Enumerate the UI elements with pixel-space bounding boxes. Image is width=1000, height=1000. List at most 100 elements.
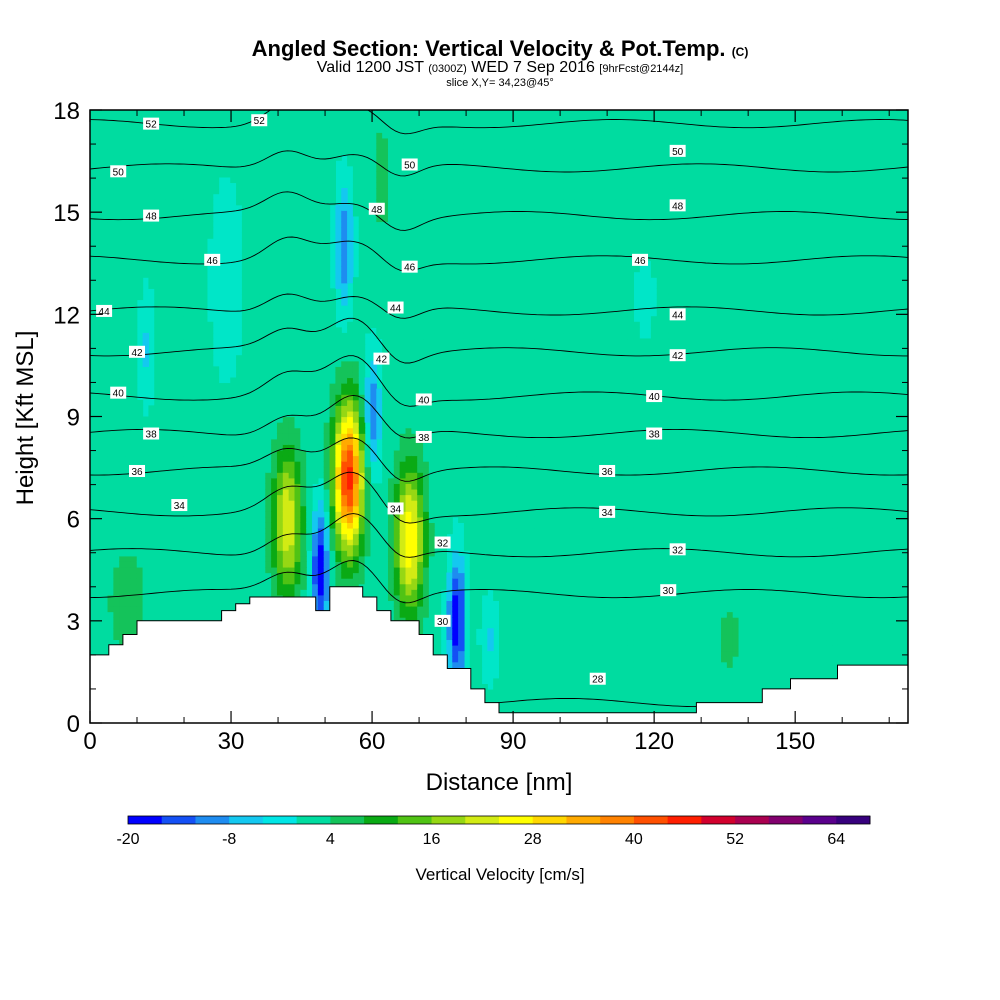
velocity-cell [230, 516, 237, 523]
velocity-cell [352, 121, 360, 128]
velocity-cell [294, 110, 301, 117]
velocity-cell [341, 527, 348, 535]
velocity-cell [154, 232, 161, 239]
velocity-cell [171, 305, 179, 312]
velocity-cell [323, 477, 331, 484]
velocity-cell [259, 266, 266, 273]
velocity-cell [312, 422, 319, 429]
velocity-cell [276, 115, 284, 122]
velocity-cell [136, 260, 144, 267]
velocity-cell [352, 539, 360, 546]
velocity-cell [341, 578, 348, 585]
velocity-cell [101, 578, 109, 585]
velocity-cell [113, 561, 120, 568]
velocity-cell [317, 505, 325, 512]
velocity-cell [125, 360, 132, 367]
velocity-cell [113, 600, 120, 607]
velocity-cell [317, 243, 325, 250]
velocity-cell [300, 377, 307, 384]
velocity-cell [358, 299, 366, 306]
velocity-cell [130, 617, 138, 624]
velocity-cell [130, 594, 138, 601]
velocity-cell [218, 405, 225, 412]
velocity-cell [189, 277, 196, 284]
velocity-cell [312, 238, 319, 245]
velocity-cell [294, 438, 301, 445]
velocity-cell [95, 550, 103, 557]
velocity-cell [347, 277, 354, 284]
velocity-cell [253, 199, 261, 206]
velocity-cell [160, 338, 167, 345]
velocity-cell [253, 566, 261, 574]
velocity-cell [183, 477, 190, 484]
velocity-cell [130, 410, 138, 418]
velocity-cell [148, 260, 155, 267]
velocity-cell [312, 165, 319, 172]
velocity-cell [335, 221, 342, 228]
velocity-cell [358, 505, 366, 512]
velocity-cell [236, 193, 243, 200]
velocity-cell [294, 305, 301, 312]
velocity-cell [306, 377, 313, 384]
velocity-cell [90, 305, 97, 312]
velocity-cell [352, 455, 360, 462]
velocity-cell [189, 338, 196, 345]
velocity-cell [253, 371, 261, 379]
velocity-cell [341, 377, 348, 384]
velocity-cell [352, 483, 360, 490]
velocity-cell [370, 232, 377, 239]
velocity-cell [352, 466, 360, 473]
velocity-cell [206, 349, 214, 356]
velocity-cell [358, 388, 366, 395]
velocity-cell [177, 171, 185, 178]
velocity-cell [119, 154, 126, 161]
velocity-cell [171, 483, 179, 490]
velocity-cell [125, 399, 132, 406]
velocity-cell [224, 444, 231, 451]
velocity-cell [101, 550, 109, 557]
velocity-cell [212, 472, 220, 479]
velocity-cell [189, 137, 196, 145]
velocity-cell [236, 550, 243, 557]
velocity-cell [212, 165, 220, 172]
velocity-cell [171, 204, 179, 211]
velocity-cell [212, 600, 220, 607]
velocity-cell [206, 433, 214, 440]
velocity-cell [160, 288, 167, 295]
velocity-cell [288, 193, 296, 200]
velocity-cell [335, 550, 342, 557]
velocity-cell [341, 516, 348, 523]
velocity-cell [154, 355, 161, 362]
velocity-cell [130, 165, 138, 172]
velocity-cell [241, 566, 249, 574]
velocity-cell [142, 505, 150, 512]
velocity-cell [312, 254, 319, 262]
velocity-cell [154, 589, 161, 596]
velocity-cell [335, 126, 342, 133]
velocity-cell [195, 305, 202, 312]
velocity-cell [282, 316, 290, 323]
velocity-cell [347, 332, 354, 340]
velocity-cell [241, 383, 249, 390]
velocity-cell [294, 355, 301, 362]
velocity-cell [95, 511, 103, 518]
velocity-cell [189, 533, 196, 540]
velocity-cell [125, 338, 132, 345]
velocity-cell [160, 405, 167, 412]
velocity-cell [306, 544, 313, 551]
velocity-cell [101, 433, 109, 440]
velocity-cell [282, 176, 290, 184]
velocity-cell [247, 544, 255, 551]
velocity-cell [329, 193, 336, 200]
velocity-cell [282, 344, 290, 351]
velocity-cell [352, 566, 360, 574]
velocity-cell [271, 405, 278, 412]
velocity-cell [288, 266, 296, 273]
velocity-cell [341, 110, 348, 117]
velocity-cell [265, 132, 272, 139]
velocity-cell [177, 232, 185, 239]
velocity-cell [300, 204, 307, 211]
velocity-cell [317, 449, 325, 457]
velocity-cell [165, 516, 173, 523]
velocity-cell [136, 399, 144, 406]
